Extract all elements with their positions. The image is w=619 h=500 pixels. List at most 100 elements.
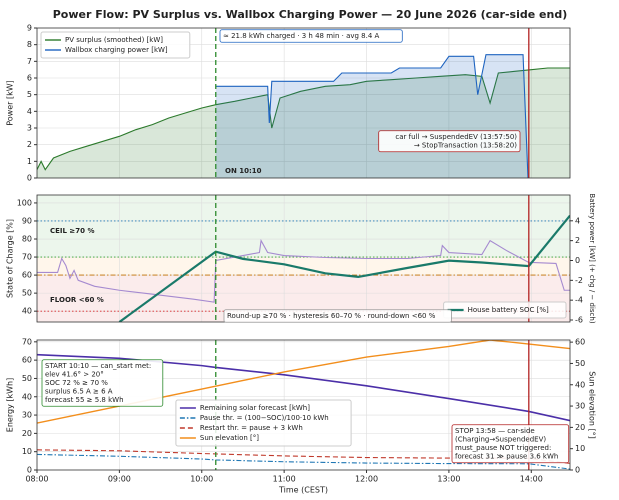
y-tick-label: 2: [27, 140, 32, 149]
y-tick-label: 10: [22, 447, 32, 456]
annotation-text: must_pause NOT triggered:: [455, 444, 551, 452]
annotation-text: elev 41.6° > 20°: [45, 371, 104, 379]
y-tick-label: 40: [22, 307, 32, 316]
annotation-box: [219, 29, 403, 43]
plot-frame: [36, 27, 571, 179]
annotation-text: STOP 13:58 — car-side: [455, 427, 535, 435]
legend: House battery SOC [%]: [443, 301, 567, 319]
line: [37, 453, 570, 470]
y-tick-label: 8: [27, 40, 32, 49]
annotation-text: forecast 31 ≫ pause 3.6 kWh: [455, 453, 558, 461]
x-tick-label: 10:00: [190, 475, 213, 484]
line: [37, 238, 570, 303]
y-tick-label: 5: [27, 90, 32, 99]
legend-label: House battery SOC [%]: [468, 306, 549, 314]
annotation-text: CEIL ≥70 %: [50, 227, 94, 235]
y2-tick-label: -6: [575, 316, 583, 325]
annotation: START 10:10 — can_start met:elev 41.6° >…: [41, 359, 164, 407]
annotation-box: [451, 424, 570, 464]
y-tick-label: 50: [22, 374, 32, 383]
annotation-text: surplus 6.5 A ≥ 6 A: [45, 388, 113, 396]
y-tick-label: 80: [22, 235, 32, 244]
band: [37, 195, 570, 258]
y-tick-label: 70: [22, 337, 32, 346]
y-tick-label: 3: [27, 124, 32, 133]
y-tick-label: 90: [22, 216, 32, 225]
y-tick-label: 60: [22, 356, 32, 365]
y-tick-label: 0: [27, 466, 32, 475]
y2-tick-label: 40: [575, 380, 585, 389]
annotation-text: → StopTransaction (13:58:20): [414, 142, 517, 150]
annotation-text: SOC 72 % ≥ 70 %: [45, 379, 108, 387]
x-tick-label: 11:00: [273, 475, 296, 484]
annotation: ≈ 21.8 kWh charged · 3 h 48 min · avg 8.…: [219, 29, 403, 43]
line: [215, 54, 529, 178]
y-axis-label: Power [kW]: [6, 80, 15, 126]
annotation: STOP 13:58 — car-side(Charging→Suspended…: [451, 424, 570, 464]
annotation-box: [223, 309, 452, 323]
y2-tick-label: 30: [575, 402, 585, 411]
annotation: CEIL ≥70 %: [50, 227, 94, 235]
x-tick-label: 12:00: [355, 475, 378, 484]
legend: Remaining solar forecast [kWh] Pause thr.…: [175, 399, 352, 447]
y2-axis-label: Sun elevation [°]: [588, 371, 597, 439]
annotation-text: Round-up ≥70 % · hysteresis 60–70 % · ro…: [227, 312, 436, 320]
annotation-text: forecast 55 ≥ 5.8 kWh: [45, 396, 124, 404]
y-tick-label: 30: [22, 411, 32, 420]
annotation-text: START 10:10 — can_start met:: [45, 362, 151, 370]
annotation: ON 10:10: [225, 167, 262, 175]
legend-label: Wallbox charging power [kW]: [65, 46, 168, 54]
y2-axis-label: Battery power [kW] (+ chg / − disch): [588, 193, 596, 323]
y2-tick-label: 4: [575, 216, 580, 225]
y-tick-label: 70: [22, 253, 32, 262]
line: [37, 449, 570, 464]
x-tick-label: 09:00: [108, 475, 131, 484]
y2-tick-label: 60: [575, 338, 585, 347]
legend-label: Pause thr. = (100−SOC)/100·10 kWh: [200, 414, 329, 422]
y2-tick-label: 0: [575, 466, 580, 475]
y-tick-label: 60: [22, 271, 32, 280]
y2-tick-label: 2: [575, 236, 580, 245]
y-axis-label: Energy [kWh]: [6, 378, 15, 432]
y2-tick-label: 20: [575, 423, 585, 432]
x-axis-label: Time (CEST): [278, 486, 328, 495]
annotation-text: ON 10:10: [225, 167, 262, 175]
y-tick-label: 40: [22, 392, 32, 401]
y-tick-label: 20: [22, 429, 32, 438]
legend-box: [40, 31, 191, 59]
x-tick-label: 08:00: [25, 475, 48, 484]
y2-tick-label: -2: [575, 276, 583, 285]
annotation-text: ≈ 21.8 kWh charged · 3 h 48 min · avg 8.…: [223, 32, 380, 40]
y2-tick-label: 0: [575, 256, 580, 265]
legend-box: [175, 399, 352, 447]
annotation: FLOOR <60 %: [50, 296, 104, 304]
legend-label: PV surplus (smoothed) [kW]: [65, 36, 163, 44]
y-tick-label: 0: [27, 174, 32, 183]
annotation-box: [378, 130, 521, 153]
legend-label: Restart thr. = pause + 3 kWh: [200, 424, 303, 432]
y2-tick-label: 50: [575, 359, 585, 368]
legend-label: Sun elevation [°]: [200, 434, 259, 442]
y-tick-label: 9: [27, 24, 32, 33]
chart-title: Power Flow: PV Surplus vs. Wallbox Charg…: [53, 8, 567, 21]
annotation-text: FLOOR <60 %: [50, 296, 104, 304]
legend: PV surplus (smoothed) [kW] Wallbox chargi…: [40, 31, 191, 59]
y-tick-label: 1: [27, 157, 32, 166]
y-tick-label: 50: [22, 289, 32, 298]
y-tick-label: 4: [27, 107, 32, 116]
y-tick-label: 7: [27, 57, 32, 66]
annotation: Round-up ≥70 % · hysteresis 60–70 % · ro…: [223, 309, 452, 323]
x-tick-label: 14:00: [520, 475, 543, 484]
plot-area: [37, 195, 570, 322]
y-tick-label: 6: [27, 74, 32, 83]
annotation-box: [41, 359, 164, 407]
annotation-text: car full → SuspendedEV (13:57:50): [395, 133, 517, 141]
annotation-text: (Charging→SuspendedEV): [455, 436, 546, 444]
y2-tick-label: 10: [575, 444, 585, 453]
plot-frame: [36, 339, 571, 471]
annotation: car full → SuspendedEV (13:57:50)→ StopT…: [378, 130, 521, 153]
x-tick-label: 13:00: [437, 475, 460, 484]
y-tick-label: 100: [17, 198, 32, 207]
legend-label: Remaining solar forecast [kWh]: [200, 404, 310, 412]
